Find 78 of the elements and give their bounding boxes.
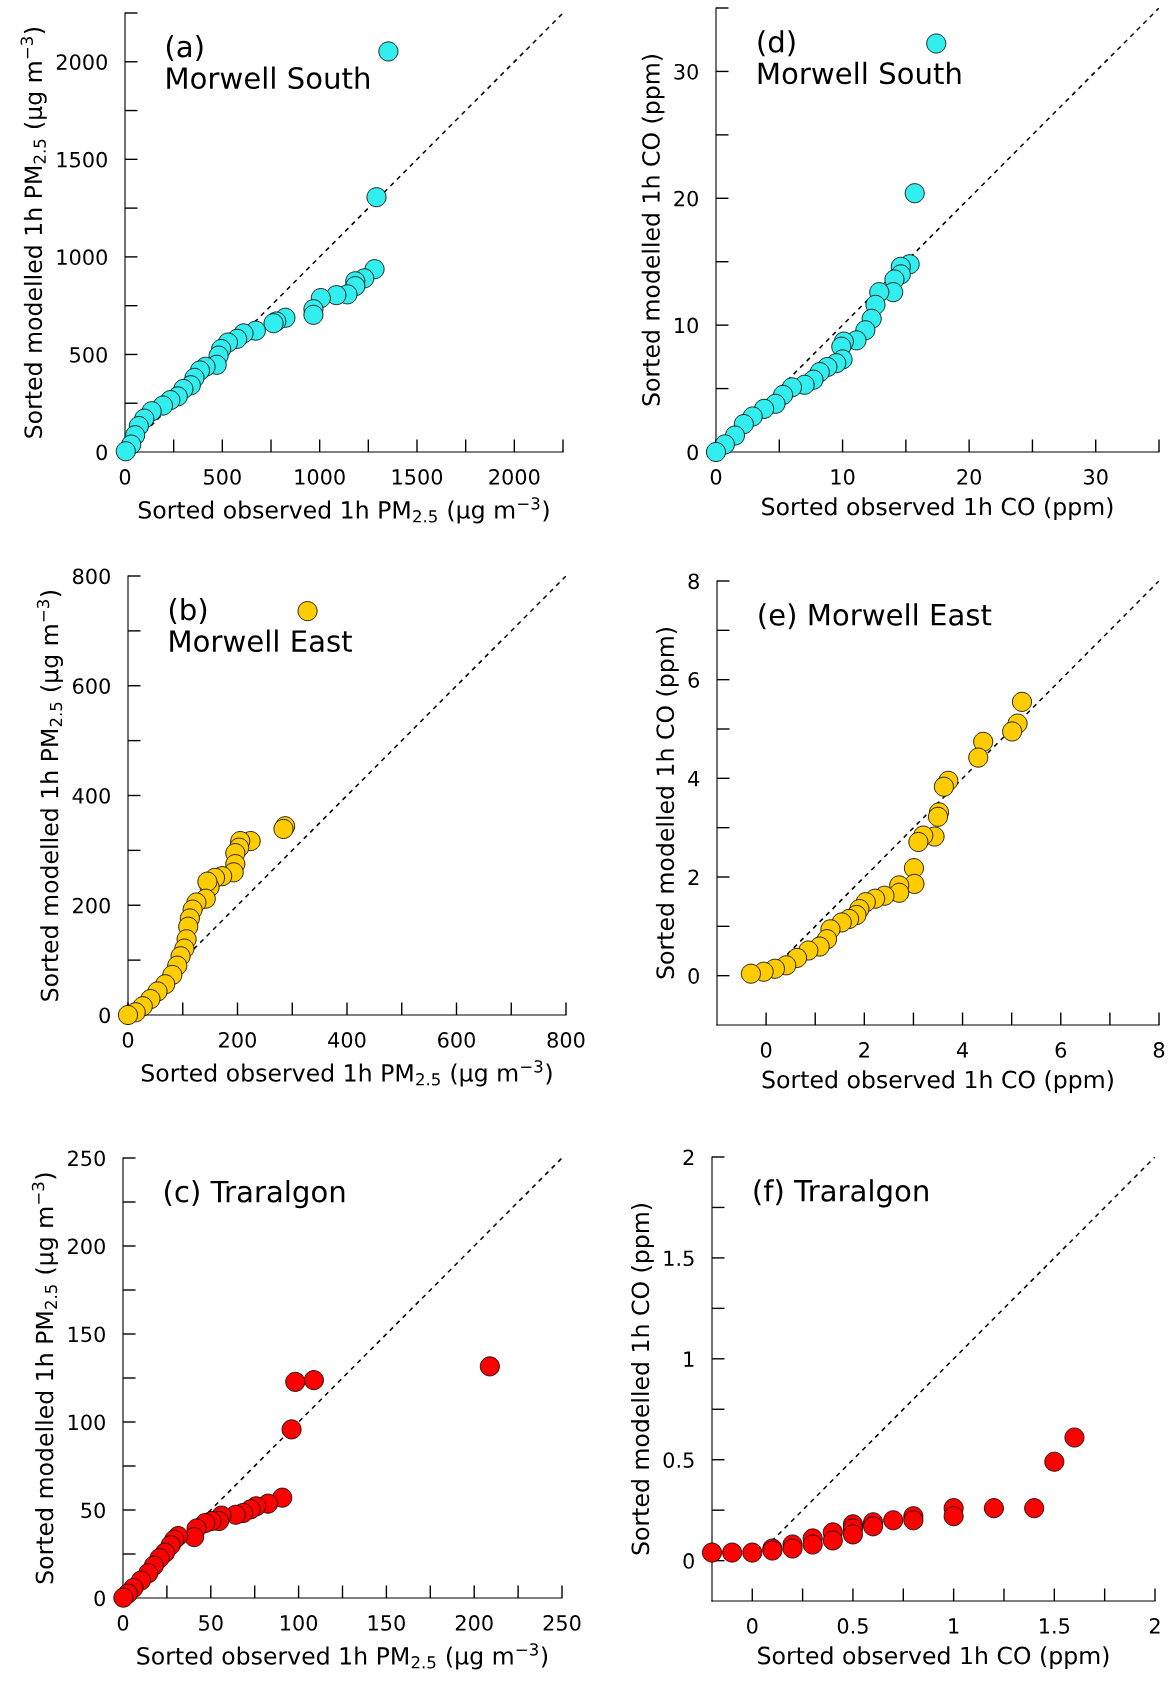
y-tick-label: 2 xyxy=(683,1149,694,1165)
y-axis-title: Sorted modelled 1h PM$_{2.5}$ (μg m$^{−3}$) xyxy=(20,27,47,438)
y-tick-label: 30 xyxy=(674,63,698,80)
x-axis-title: Sorted observed 1h PM$_{2.5}$ (μg m$^{−3}$) xyxy=(138,497,549,524)
x-tick-label: 1 xyxy=(949,1618,959,1634)
x-tick-label: 6 xyxy=(1055,1042,1067,1058)
x-tick-label: 4 xyxy=(956,1042,969,1058)
x-axis-title: Sorted observed 1h CO (ppm) xyxy=(762,497,1113,521)
y-axis-title: Sorted modelled 1h CO (ppm) xyxy=(655,628,679,979)
x-tick-label: 30 xyxy=(1084,469,1108,485)
x-tick-label: 10 xyxy=(831,469,855,485)
x-tick-label: 400 xyxy=(328,1032,366,1048)
y-axis-title: Sorted modelled 1h CO (ppm) xyxy=(631,1204,654,1555)
y-tick-label: 2000 xyxy=(56,54,107,70)
y-tick-label: 20 xyxy=(674,190,698,207)
x-axis-title: Sorted observed 1h CO (ppm) xyxy=(762,1070,1113,1094)
y-tick-label: 2 xyxy=(688,869,699,885)
x-tick-label: 50 xyxy=(199,1615,223,1631)
x-tick-label: 0 xyxy=(119,469,131,485)
x-tick-label: 800 xyxy=(547,1032,585,1048)
x-tick-label: 1500 xyxy=(392,469,443,485)
y-tick-label: 1000 xyxy=(57,249,107,266)
x-tick-label: 0 xyxy=(117,1615,129,1631)
y-tick-label: 200 xyxy=(73,897,110,914)
y-tick-label: 6 xyxy=(688,672,700,688)
y-tick-label: 0 xyxy=(96,444,107,461)
annotation: (f) Traralgon xyxy=(754,1179,928,1208)
y-tick-label: 200 xyxy=(68,1238,105,1255)
y-tick-label: 500 xyxy=(70,346,107,363)
y-tick-label: 600 xyxy=(73,678,110,694)
y-tick-label: 0 xyxy=(94,1590,105,1607)
y-tick-label: 150 xyxy=(68,1326,105,1343)
y-axis-title: Sorted modelled 1h PM$_{2.5}$ (μg m$^{−3}$) xyxy=(31,1173,59,1584)
x-tick-label: 2 xyxy=(1149,1618,1160,1634)
x-tick-label: 0.5 xyxy=(837,1618,868,1634)
annotation: (a) Morwell South xyxy=(166,34,369,90)
y-tick-label: 800 xyxy=(72,568,110,585)
y-tick-label: 4 xyxy=(688,771,700,787)
y-tick-label: 1 xyxy=(684,1351,694,1367)
x-tick-label: 200 xyxy=(219,1032,256,1048)
annotation: (c) Traralgon xyxy=(165,1180,345,1209)
y-axis-title: Sorted modelled 1h PM$_{2.5}$ (μg m$^{−3}$) xyxy=(36,590,64,1001)
x-tick-label: 0 xyxy=(710,469,722,485)
y-tick-label: 400 xyxy=(72,787,110,804)
x-tick-label: 1.5 xyxy=(1040,1618,1070,1634)
x-tick-label: 0 xyxy=(760,1042,772,1058)
annotation: (e) Morwell East xyxy=(759,603,992,630)
x-tick-label: 600 xyxy=(438,1032,475,1048)
y-tick-label: 0.5 xyxy=(663,1452,694,1468)
y-tick-label: 100 xyxy=(68,1414,105,1431)
y-tick-label: 0 xyxy=(688,968,699,984)
y-tick-label: 250 xyxy=(68,1150,105,1167)
x-tick-label: 250 xyxy=(543,1615,581,1631)
x-tick-label: 500 xyxy=(204,469,241,485)
x-axis-title: Sorted observed 1h PM$_{2.5}$ (μg m$^{−3}$) xyxy=(137,1643,548,1670)
x-tick-label: 2000 xyxy=(489,469,540,485)
x-tick-label: 2 xyxy=(859,1042,869,1058)
x-tick-label: 20 xyxy=(957,469,982,485)
annotation: (b) Morwell East xyxy=(169,597,352,653)
x-tick-label: 8 xyxy=(1153,1042,1165,1058)
x-tick-label: 0 xyxy=(122,1032,134,1048)
y-tick-label: 1.5 xyxy=(664,1250,694,1267)
annotation: (d) Morwell South xyxy=(758,30,961,85)
x-tick-label: 0 xyxy=(747,1618,758,1634)
y-tick-label: 50 xyxy=(81,1502,105,1519)
y-tick-label: 0 xyxy=(683,1553,694,1569)
x-axis-title: Sorted observed 1h CO (ppm) xyxy=(758,1646,1109,1670)
y-tick-label: 0 xyxy=(687,444,698,461)
x-tick-label: 100 xyxy=(281,1615,318,1631)
y-axis-title: Sorted modelled 1h CO (ppm) xyxy=(641,55,665,406)
x-tick-label: 1000 xyxy=(295,469,345,485)
y-tick-label: 1500 xyxy=(57,151,107,168)
y-tick-label: 0 xyxy=(99,1007,110,1024)
y-tick-label: 10 xyxy=(675,317,698,334)
x-axis-title: Sorted observed 1h PM$_{2.5}$ (μg m$^{−3}$) xyxy=(141,1060,552,1087)
x-tick-label: 150 xyxy=(368,1615,405,1631)
x-tick-label: 200 xyxy=(455,1615,493,1631)
y-tick-label: 8 xyxy=(688,573,699,590)
